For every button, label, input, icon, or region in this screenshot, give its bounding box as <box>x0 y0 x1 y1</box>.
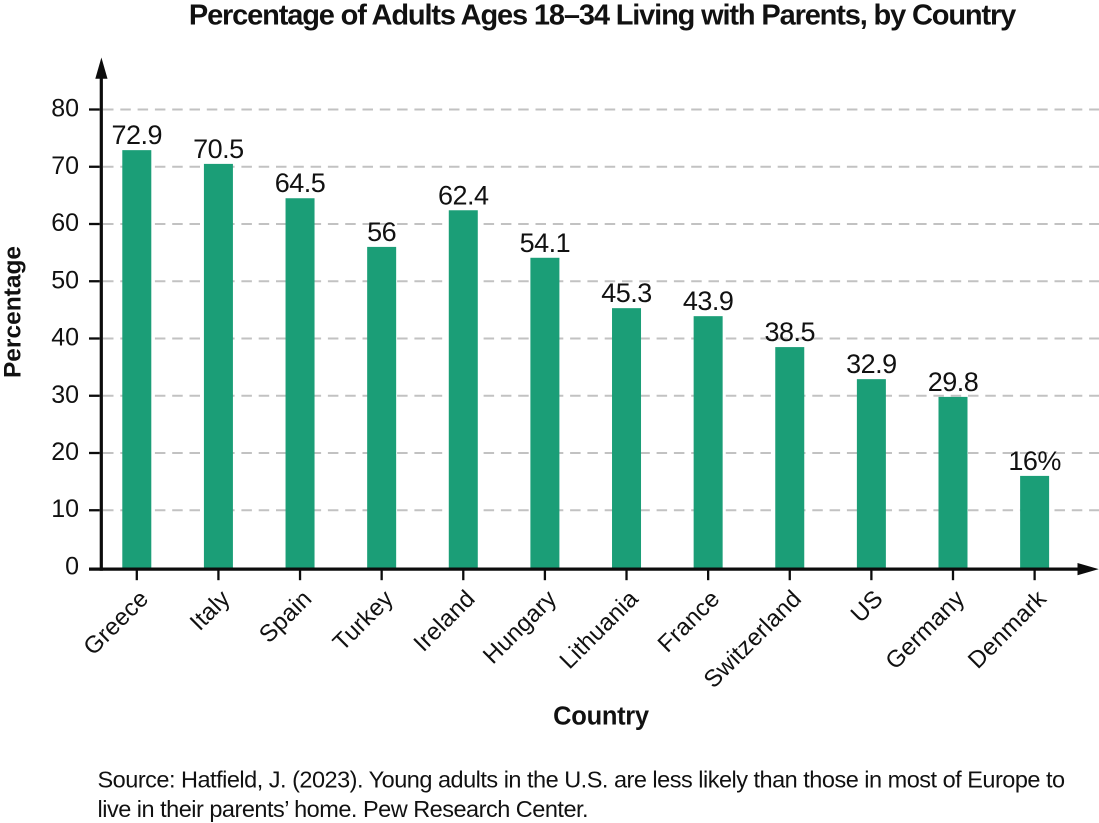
svg-text:live in their parents’ home. P: live in their parents’ home. Pew Researc… <box>98 796 589 822</box>
svg-text:Percentage: Percentage <box>0 246 27 378</box>
svg-text:72.9: 72.9 <box>112 120 163 150</box>
svg-text:32.9: 32.9 <box>846 349 897 379</box>
svg-text:38.5: 38.5 <box>764 317 815 347</box>
svg-text:60: 60 <box>51 209 79 237</box>
svg-text:62.4: 62.4 <box>438 180 489 210</box>
svg-text:20: 20 <box>51 438 79 466</box>
svg-text:56: 56 <box>367 217 396 247</box>
svg-text:80: 80 <box>51 95 79 123</box>
svg-text:40: 40 <box>51 324 79 352</box>
svg-text:30: 30 <box>51 381 79 409</box>
svg-text:54.1: 54.1 <box>520 228 571 258</box>
svg-text:29.8: 29.8 <box>928 367 979 397</box>
svg-text:64.5: 64.5 <box>275 168 326 198</box>
svg-text:Source: Hatfield, J. (2023). Y: Source: Hatfield, J. (2023). Young adult… <box>98 766 1066 792</box>
svg-text:Percentage of Adults Ages 18–3: Percentage of Adults Ages 18–34 Living w… <box>189 0 1016 32</box>
svg-text:70: 70 <box>51 152 79 180</box>
svg-text:16%: 16% <box>1008 446 1061 476</box>
svg-text:10: 10 <box>51 495 79 523</box>
svg-text:45.3: 45.3 <box>601 278 652 308</box>
svg-text:70.5: 70.5 <box>193 134 244 164</box>
svg-text:0: 0 <box>65 553 79 581</box>
svg-text:43.9: 43.9 <box>683 286 734 316</box>
svg-text:Country: Country <box>553 703 650 731</box>
svg-text:50: 50 <box>51 266 79 294</box>
